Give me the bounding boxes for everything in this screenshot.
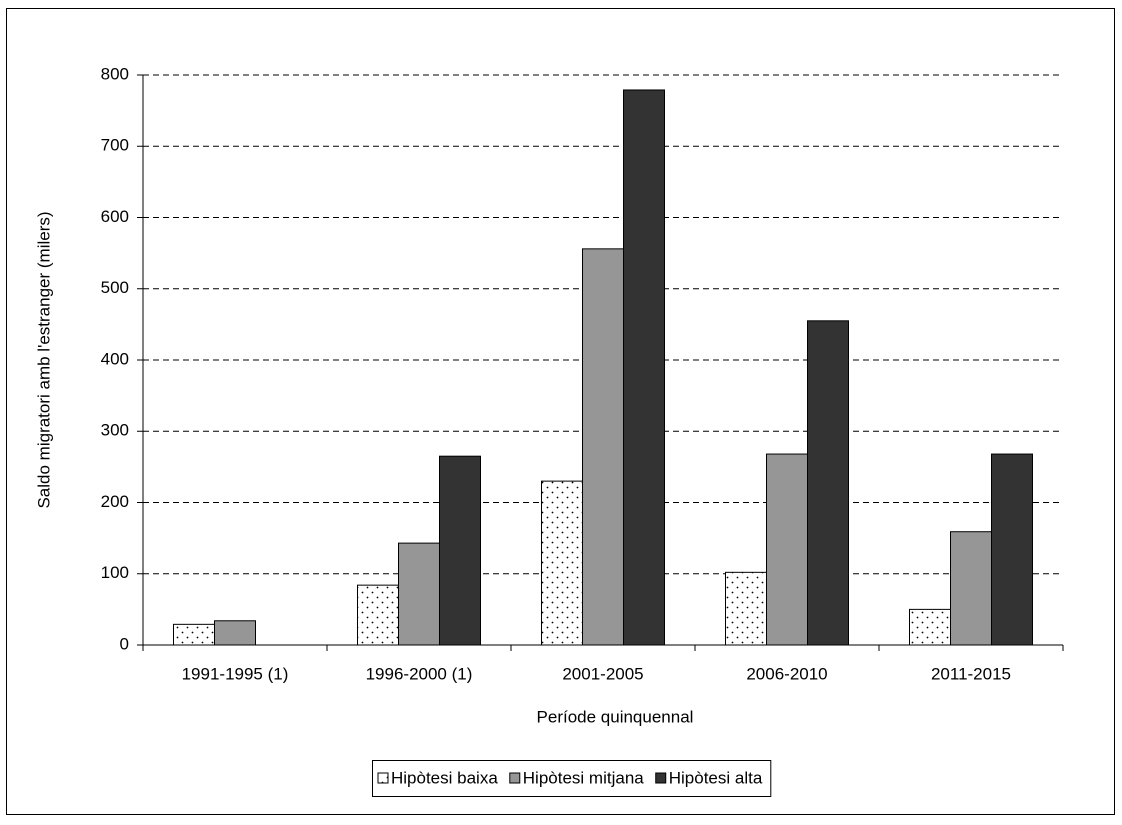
y-tick-label: 500	[101, 278, 129, 297]
bar	[398, 542, 440, 646]
bar	[766, 453, 808, 646]
legend-box	[372, 760, 772, 797]
legend-swatch	[655, 772, 667, 784]
chart-border	[6, 8, 1115, 815]
y-tick-label: 600	[101, 207, 129, 226]
legend-swatch	[509, 772, 521, 784]
legend-label: Hipòtesi mitjana	[523, 768, 644, 787]
x-tick-label: 2011-2015	[931, 664, 1011, 683]
y-tick-label: 300	[101, 421, 129, 440]
bar	[214, 620, 256, 646]
bar	[950, 531, 992, 646]
y-tick-label: 0	[120, 634, 129, 653]
x-axis-label: Període quinquennal	[537, 707, 694, 726]
x-tick-label: 1996-2000 (1)	[366, 664, 473, 683]
bar	[439, 455, 481, 646]
bar	[909, 608, 951, 646]
bar	[173, 623, 215, 646]
legend-label: Hipòtesi baixa	[391, 768, 498, 787]
y-tick-label: 200	[101, 492, 129, 511]
y-tick-label: 700	[101, 136, 129, 155]
y-tick-label: 100	[101, 563, 129, 582]
bar	[725, 571, 767, 646]
bar	[623, 89, 665, 646]
y-axis-label: Saldo migratori amb l'estranger (milers)	[34, 211, 53, 508]
x-tick-label: 2001-2005	[562, 664, 643, 683]
bar	[357, 584, 399, 646]
legend-swatch	[377, 772, 389, 784]
y-tick-label: 800	[101, 64, 129, 83]
legend-label: Hipòtesi alta	[669, 768, 763, 787]
x-tick-label: 2006-2010	[746, 664, 827, 683]
y-tick-label: 400	[101, 349, 129, 368]
bar	[582, 248, 624, 646]
bar	[807, 320, 849, 646]
x-tick-label: 1991-1995 (1)	[182, 664, 289, 683]
bar	[541, 480, 583, 646]
bar	[991, 453, 1033, 646]
